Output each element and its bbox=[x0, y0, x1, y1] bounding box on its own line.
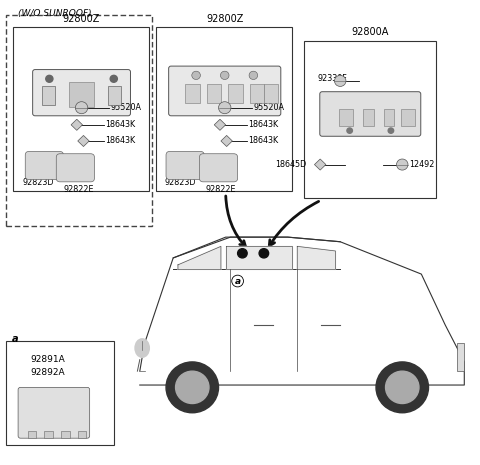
Text: (W/O SUNROOF): (W/O SUNROOF) bbox=[18, 8, 92, 18]
Circle shape bbox=[335, 75, 346, 86]
Circle shape bbox=[220, 71, 229, 80]
Polygon shape bbox=[140, 237, 464, 385]
Bar bbox=[13, 27, 149, 191]
Bar bbox=[6, 341, 114, 445]
Text: 92891A: 92891A bbox=[30, 355, 65, 364]
Text: 92800Z: 92800Z bbox=[63, 13, 100, 24]
Bar bbox=[250, 84, 264, 103]
Circle shape bbox=[75, 102, 88, 114]
Circle shape bbox=[385, 371, 419, 404]
Circle shape bbox=[110, 75, 117, 82]
Text: 18643K: 18643K bbox=[106, 137, 135, 146]
Text: 12492: 12492 bbox=[409, 160, 435, 169]
FancyBboxPatch shape bbox=[166, 152, 204, 179]
Bar bbox=[78, 431, 86, 438]
Bar bbox=[457, 344, 464, 371]
Ellipse shape bbox=[135, 339, 149, 357]
Circle shape bbox=[259, 249, 269, 258]
Polygon shape bbox=[78, 135, 89, 146]
Circle shape bbox=[166, 362, 218, 413]
Bar bbox=[108, 86, 121, 105]
Polygon shape bbox=[226, 246, 292, 270]
Bar bbox=[156, 27, 292, 191]
Text: 92822E: 92822E bbox=[205, 185, 236, 194]
Polygon shape bbox=[173, 237, 340, 270]
Bar bbox=[304, 40, 436, 198]
Text: 92330F: 92330F bbox=[317, 74, 347, 83]
Circle shape bbox=[218, 102, 231, 114]
Text: 92822E: 92822E bbox=[63, 185, 94, 194]
Circle shape bbox=[249, 71, 258, 80]
Circle shape bbox=[192, 71, 200, 80]
Circle shape bbox=[347, 128, 352, 133]
Polygon shape bbox=[314, 159, 326, 170]
Circle shape bbox=[396, 159, 408, 170]
Text: 95520A: 95520A bbox=[253, 103, 284, 112]
FancyBboxPatch shape bbox=[168, 66, 281, 116]
Bar bbox=[69, 82, 94, 106]
Text: 92823D: 92823D bbox=[164, 179, 196, 187]
Polygon shape bbox=[214, 119, 226, 130]
Polygon shape bbox=[221, 135, 232, 146]
Circle shape bbox=[238, 249, 247, 258]
Polygon shape bbox=[178, 246, 221, 270]
Bar bbox=[42, 86, 55, 105]
Text: 18643K: 18643K bbox=[249, 137, 279, 146]
Circle shape bbox=[376, 362, 429, 413]
FancyBboxPatch shape bbox=[18, 387, 90, 438]
Text: a: a bbox=[12, 334, 19, 345]
Text: 92823D: 92823D bbox=[23, 179, 54, 187]
Text: 92892A: 92892A bbox=[30, 368, 65, 377]
FancyBboxPatch shape bbox=[33, 70, 131, 116]
Bar bbox=[6, 15, 152, 226]
Text: a: a bbox=[235, 277, 240, 286]
Polygon shape bbox=[71, 119, 83, 130]
FancyBboxPatch shape bbox=[25, 152, 63, 179]
Circle shape bbox=[388, 128, 394, 133]
Bar bbox=[401, 109, 415, 126]
Bar bbox=[44, 431, 53, 438]
Bar bbox=[185, 84, 200, 103]
Circle shape bbox=[46, 75, 53, 82]
Text: 18645D: 18645D bbox=[276, 160, 307, 169]
Bar bbox=[28, 431, 36, 438]
Bar bbox=[264, 84, 278, 103]
Text: 92800Z: 92800Z bbox=[206, 13, 243, 24]
Bar bbox=[384, 109, 395, 126]
FancyBboxPatch shape bbox=[320, 92, 421, 136]
FancyBboxPatch shape bbox=[199, 154, 238, 182]
Bar bbox=[61, 431, 70, 438]
Text: a: a bbox=[271, 257, 277, 266]
Bar bbox=[228, 84, 242, 103]
Circle shape bbox=[176, 371, 209, 404]
Text: 18643K: 18643K bbox=[249, 120, 279, 129]
Text: 95520A: 95520A bbox=[110, 103, 141, 112]
Text: 92800A: 92800A bbox=[351, 27, 389, 38]
Bar bbox=[207, 84, 221, 103]
FancyBboxPatch shape bbox=[56, 154, 95, 182]
Bar bbox=[339, 109, 353, 126]
Text: 18643K: 18643K bbox=[106, 120, 135, 129]
Polygon shape bbox=[297, 246, 336, 270]
Bar bbox=[363, 109, 374, 126]
